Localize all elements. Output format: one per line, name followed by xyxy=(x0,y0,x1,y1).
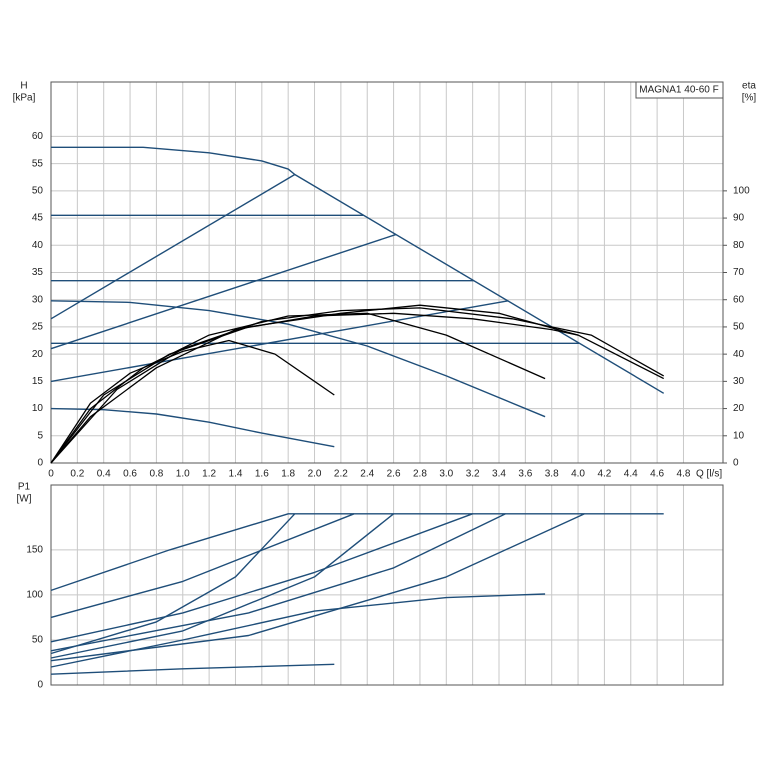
y-tick-label: 35 xyxy=(32,267,44,278)
curve xyxy=(50,513,355,619)
y-tick-label: 150 xyxy=(26,545,43,556)
y-tick-label: 50 xyxy=(32,635,44,646)
x-tick-label: 4.4 xyxy=(624,469,638,480)
y2-tick-label: 30 xyxy=(733,376,745,387)
x-tick-label: 0.8 xyxy=(149,469,163,480)
x-tick-label: 1.8 xyxy=(281,469,295,480)
y2-tick-label: 0 xyxy=(733,458,739,469)
curve xyxy=(50,593,546,668)
x-tick-label: 3.2 xyxy=(466,469,480,480)
x-tick-label: 0.2 xyxy=(70,469,84,480)
y-tick-label: 20 xyxy=(32,349,44,360)
y2-axis-label: eta xyxy=(742,81,756,92)
y-axis-label: H xyxy=(20,81,27,92)
x-tick-label: 4.8 xyxy=(677,469,691,480)
curve xyxy=(50,513,296,655)
x-tick-label: 2.0 xyxy=(308,469,322,480)
y-tick-label: 5 xyxy=(37,430,43,441)
y-tick-label: 30 xyxy=(32,294,44,305)
y-tick-label: 100 xyxy=(26,590,43,601)
curve xyxy=(50,304,664,464)
curve xyxy=(50,663,335,675)
y-tick-label: 0 xyxy=(37,458,43,469)
x-tick-label: 1.4 xyxy=(229,469,243,480)
y-tick-label: 60 xyxy=(32,131,44,142)
x-tick-label: 3.4 xyxy=(492,469,506,480)
y-tick-label: 10 xyxy=(32,403,44,414)
y2-tick-label: 70 xyxy=(733,267,745,278)
y-axis-unit: [kPa] xyxy=(13,93,36,104)
x-tick-label: 3.0 xyxy=(439,469,453,480)
y-tick-label: 40 xyxy=(32,240,44,251)
y2-tick-label: 10 xyxy=(733,430,745,441)
x-tick-label: 1.6 xyxy=(255,469,269,480)
y2-tick-label: 20 xyxy=(733,403,745,414)
y2-tick-label: 80 xyxy=(733,240,745,251)
curve xyxy=(50,339,335,464)
curve xyxy=(50,233,397,350)
x-tick-label: 3.8 xyxy=(545,469,559,480)
bottom-plot-frame xyxy=(50,484,724,686)
curve xyxy=(50,513,506,652)
curve xyxy=(50,300,509,383)
curve xyxy=(50,513,585,662)
curve xyxy=(50,312,579,464)
y-axis-unit: [W] xyxy=(17,494,32,505)
y2-tick-label: 50 xyxy=(733,322,745,333)
y2-tick-label: 60 xyxy=(733,294,745,305)
y-axis-label: P1 xyxy=(18,482,31,493)
curve xyxy=(51,146,665,394)
y2-tick-label: 90 xyxy=(733,213,745,224)
title-box xyxy=(635,81,724,99)
x-tick-label: 4.2 xyxy=(597,469,611,480)
x-tick-label: 0 xyxy=(48,469,54,480)
curve xyxy=(50,173,296,320)
x-tick-label: 1.2 xyxy=(202,469,216,480)
x-tick-label: 2.4 xyxy=(360,469,374,480)
x-tick-label: 4.0 xyxy=(571,469,585,480)
x-tick-label: 4.6 xyxy=(650,469,664,480)
chart-title: MAGNA1 40-60 F xyxy=(639,85,718,96)
curve xyxy=(50,407,335,448)
x-tick-label: 1.0 xyxy=(176,469,190,480)
y-tick-label: 0 xyxy=(37,680,43,691)
y2-tick-label: 100 xyxy=(733,185,750,196)
y-tick-label: 25 xyxy=(32,322,44,333)
y2-axis-unit: [%] xyxy=(742,93,757,104)
y-tick-label: 15 xyxy=(32,376,44,387)
curve xyxy=(50,513,395,659)
curve xyxy=(50,307,665,464)
y-tick-label: 45 xyxy=(32,213,44,224)
curve xyxy=(50,513,473,643)
x-tick-label: 2.2 xyxy=(334,469,348,480)
x-tick-label: 3.6 xyxy=(518,469,532,480)
x-tick-label: 0.4 xyxy=(97,469,111,480)
x-tick-label: 2.8 xyxy=(413,469,427,480)
curve xyxy=(50,513,664,592)
x-axis-label: Q [l/s] xyxy=(696,469,722,480)
x-tick-label: 2.6 xyxy=(387,469,401,480)
x-tick-label: 0.6 xyxy=(123,469,137,480)
y2-tick-label: 40 xyxy=(733,349,745,360)
y-tick-label: 55 xyxy=(32,158,44,169)
curve xyxy=(50,300,546,418)
y-tick-label: 50 xyxy=(32,185,44,196)
